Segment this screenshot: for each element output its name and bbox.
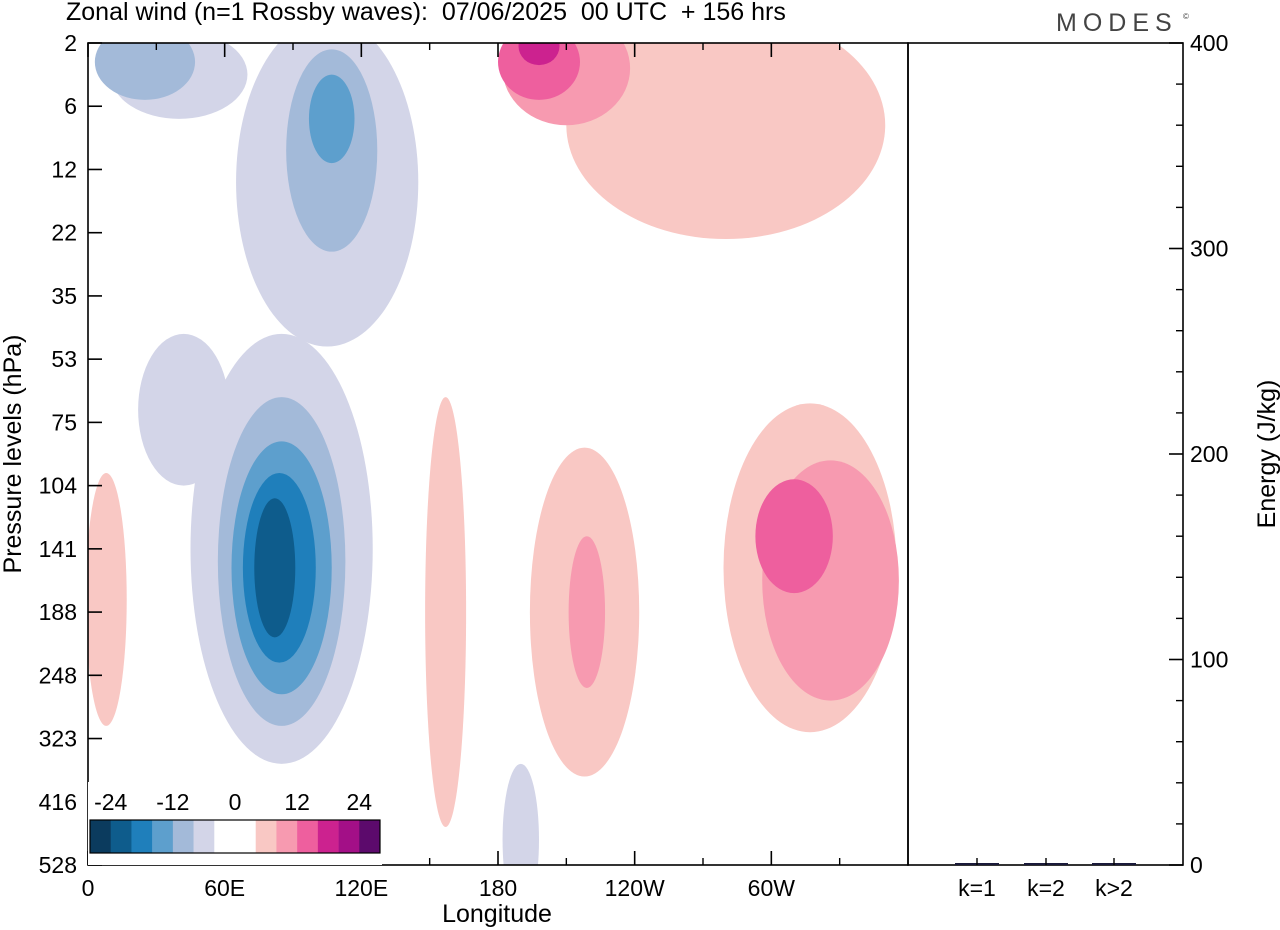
colorbar-swatch [90, 820, 112, 853]
energy-tick-label: 0 [1190, 852, 1203, 878]
y-tick-label: 53 [51, 346, 77, 372]
contour-region-pos4-16 [88, 473, 127, 726]
x-axis-label: Longitude [442, 900, 552, 928]
energy-category-label: k=2 [1027, 875, 1065, 901]
energy-category-label: k=1 [958, 875, 996, 901]
energy-axes: 0 100 200 300 400 k=1 k=2 k>2 [955, 30, 1228, 901]
x-tick-label: 120E [334, 875, 388, 901]
energy-tick-label: 100 [1190, 647, 1228, 673]
chart-title: Zonal wind (n=1 Rossby waves): 07/06/202… [66, 0, 786, 26]
colorbar-level-label: 0 [229, 789, 242, 815]
main-axes: 0 60E 120E 180 120W 60W 2 6 12 22 35 53 75 104 141 188 2… [39, 30, 841, 901]
x-tick-label: 0 [82, 875, 95, 901]
colorbar-swatch [317, 820, 339, 853]
energy-tick-label: 200 [1190, 441, 1228, 467]
colorbar-swatch [338, 820, 360, 853]
contour-region-pos8-18 [568, 536, 606, 688]
y-tick-label: 2 [64, 30, 77, 56]
y-tick-label: 35 [51, 283, 77, 309]
y-axis-label: Pressure levels (hPa) [0, 335, 27, 574]
energy-axis-label: Energy (J/kg) [1253, 380, 1280, 529]
colorbar-swatch [152, 820, 174, 853]
colorbar-level-label: 24 [346, 789, 372, 815]
contour-region-pos12-21 [498, 43, 580, 100]
y-tick-label: 416 [39, 789, 77, 815]
colorbar-level-label: 12 [284, 789, 310, 815]
contour-region-neg4-1 [138, 333, 230, 486]
colorbar-swatch [235, 820, 257, 853]
contour-region-pos12-20 [755, 479, 833, 594]
contour-region-pos16-22 [518, 43, 560, 66]
colorbar-level-label: -12 [156, 789, 189, 815]
y-tick-label: 188 [39, 599, 77, 625]
contour-region-pos4-12 [425, 397, 467, 828]
energy-panel-frame [907, 42, 1184, 866]
y-tick-label: 6 [64, 93, 77, 119]
y-tick-label: 12 [51, 156, 77, 182]
contour-layer [88, 43, 899, 865]
x-tick-label: 60E [204, 875, 245, 901]
y-tick-label: 528 [39, 852, 77, 878]
colorbar-swatch [110, 820, 132, 853]
x-tick-label: 180 [479, 875, 517, 901]
contour-region-pos4-15 [566, 43, 886, 239]
contour-region-neg4-4 [502, 763, 539, 865]
y-tick-label: 75 [51, 409, 77, 435]
contour-region-neg12-9 [308, 74, 355, 164]
y-tick-label: 248 [39, 662, 77, 688]
y-tick-label: 141 [39, 536, 77, 562]
colorbar-swatch [276, 820, 298, 853]
y-tick-label: 323 [39, 726, 77, 752]
modes-logo: MODES [1056, 9, 1178, 37]
colorbar-swatch [172, 820, 194, 853]
colorbar-level-label: -24 [94, 789, 127, 815]
contour-region-neg8-7 [94, 43, 196, 100]
colorbar-swatch [193, 820, 215, 853]
energy-category-label: k>2 [1095, 875, 1133, 901]
x-tick-label: 60W [748, 875, 796, 901]
colorbar-swatch [131, 820, 153, 853]
contour-region-neg20-11 [254, 498, 296, 638]
colorbar-swatch [214, 820, 236, 853]
copyright-mark: © [1183, 12, 1189, 21]
y-tick-label: 22 [51, 220, 77, 246]
y-tick-label: 104 [39, 473, 78, 499]
colorbar-swatch [297, 820, 319, 853]
energy-tick-label: 400 [1190, 30, 1228, 56]
colorbar-legend: -24 -12 0 12 24 [88, 782, 382, 865]
energy-tick-label: 300 [1190, 236, 1228, 262]
x-tick-label: 120W [605, 875, 665, 901]
colorbar-swatch [255, 820, 277, 853]
colorbar-swatch [359, 820, 381, 853]
colorbar-frame [89, 819, 381, 854]
